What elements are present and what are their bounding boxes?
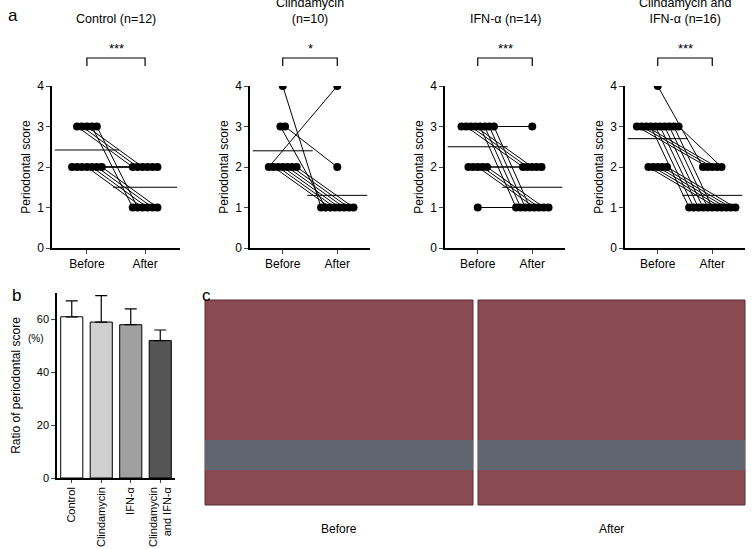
svg-text:1: 1: [37, 201, 44, 215]
svg-text:0: 0: [43, 472, 49, 484]
svg-text:0: 0: [430, 241, 437, 255]
svg-text:Before: Before: [265, 257, 301, 271]
svg-text:2: 2: [235, 160, 242, 174]
svg-text:1: 1: [610, 201, 617, 215]
svg-text:20: 20: [37, 419, 49, 431]
svg-text:After: After: [520, 257, 545, 271]
svg-text:3: 3: [235, 120, 242, 134]
svg-text:Periodontal score: Periodontal score: [217, 120, 231, 214]
svg-text:c: c: [202, 286, 211, 305]
svg-text:4: 4: [37, 79, 44, 93]
svg-text:0: 0: [610, 241, 617, 255]
svg-text:0: 0: [37, 241, 44, 255]
svg-text:40: 40: [37, 366, 49, 378]
svg-text:Before: Before: [321, 522, 357, 536]
svg-text:4: 4: [610, 79, 617, 93]
svg-text:Control: Control: [65, 487, 77, 522]
svg-text:***: ***: [109, 41, 124, 56]
svg-text:3: 3: [430, 120, 437, 134]
svg-text:2: 2: [610, 160, 617, 174]
svg-text:Clindamycin(n=10): Clindamycin(n=10): [276, 0, 344, 26]
svg-text:After: After: [700, 257, 725, 271]
svg-text:60: 60: [37, 313, 49, 325]
svg-text:Periodontal score: Periodontal score: [592, 120, 606, 214]
svg-text:Clindamycin andIFN-α (n=16): Clindamycin andIFN-α (n=16): [639, 0, 731, 26]
svg-text:Before: Before: [69, 257, 105, 271]
svg-text:IFN-α: IFN-α: [124, 487, 136, 515]
svg-text:Before: Before: [460, 257, 496, 271]
svg-text:0: 0: [235, 241, 242, 255]
svg-text:*: *: [308, 41, 313, 56]
svg-text:b: b: [12, 286, 21, 305]
svg-text:***: ***: [678, 41, 693, 56]
svg-text:1: 1: [235, 201, 242, 215]
svg-text:Ratio of periodontal score: Ratio of periodontal score: [9, 317, 23, 454]
svg-text:2: 2: [430, 160, 437, 174]
svg-text:IFN-α (n=14): IFN-α (n=14): [470, 12, 541, 26]
svg-text:Clindamycinand IFN-α: Clindamycinand IFN-α: [147, 487, 173, 548]
svg-text:3: 3: [37, 120, 44, 134]
svg-text:4: 4: [235, 79, 242, 93]
svg-text:After: After: [599, 522, 624, 536]
svg-text:Periodontal score: Periodontal score: [19, 120, 33, 214]
svg-text:(%): (%): [28, 333, 44, 344]
svg-text:1: 1: [430, 201, 437, 215]
svg-text:After: After: [325, 257, 350, 271]
svg-text:3: 3: [610, 120, 617, 134]
svg-text:Control (n=12): Control (n=12): [76, 12, 156, 26]
svg-text:Before: Before: [640, 257, 676, 271]
svg-text:Periodontal score: Periodontal score: [412, 120, 426, 214]
svg-text:a: a: [8, 6, 18, 25]
svg-text:4: 4: [430, 79, 437, 93]
svg-text:Clindamycin: Clindamycin: [95, 487, 107, 547]
svg-text:2: 2: [37, 160, 44, 174]
svg-text:After: After: [132, 257, 157, 271]
svg-text:***: ***: [498, 41, 513, 56]
